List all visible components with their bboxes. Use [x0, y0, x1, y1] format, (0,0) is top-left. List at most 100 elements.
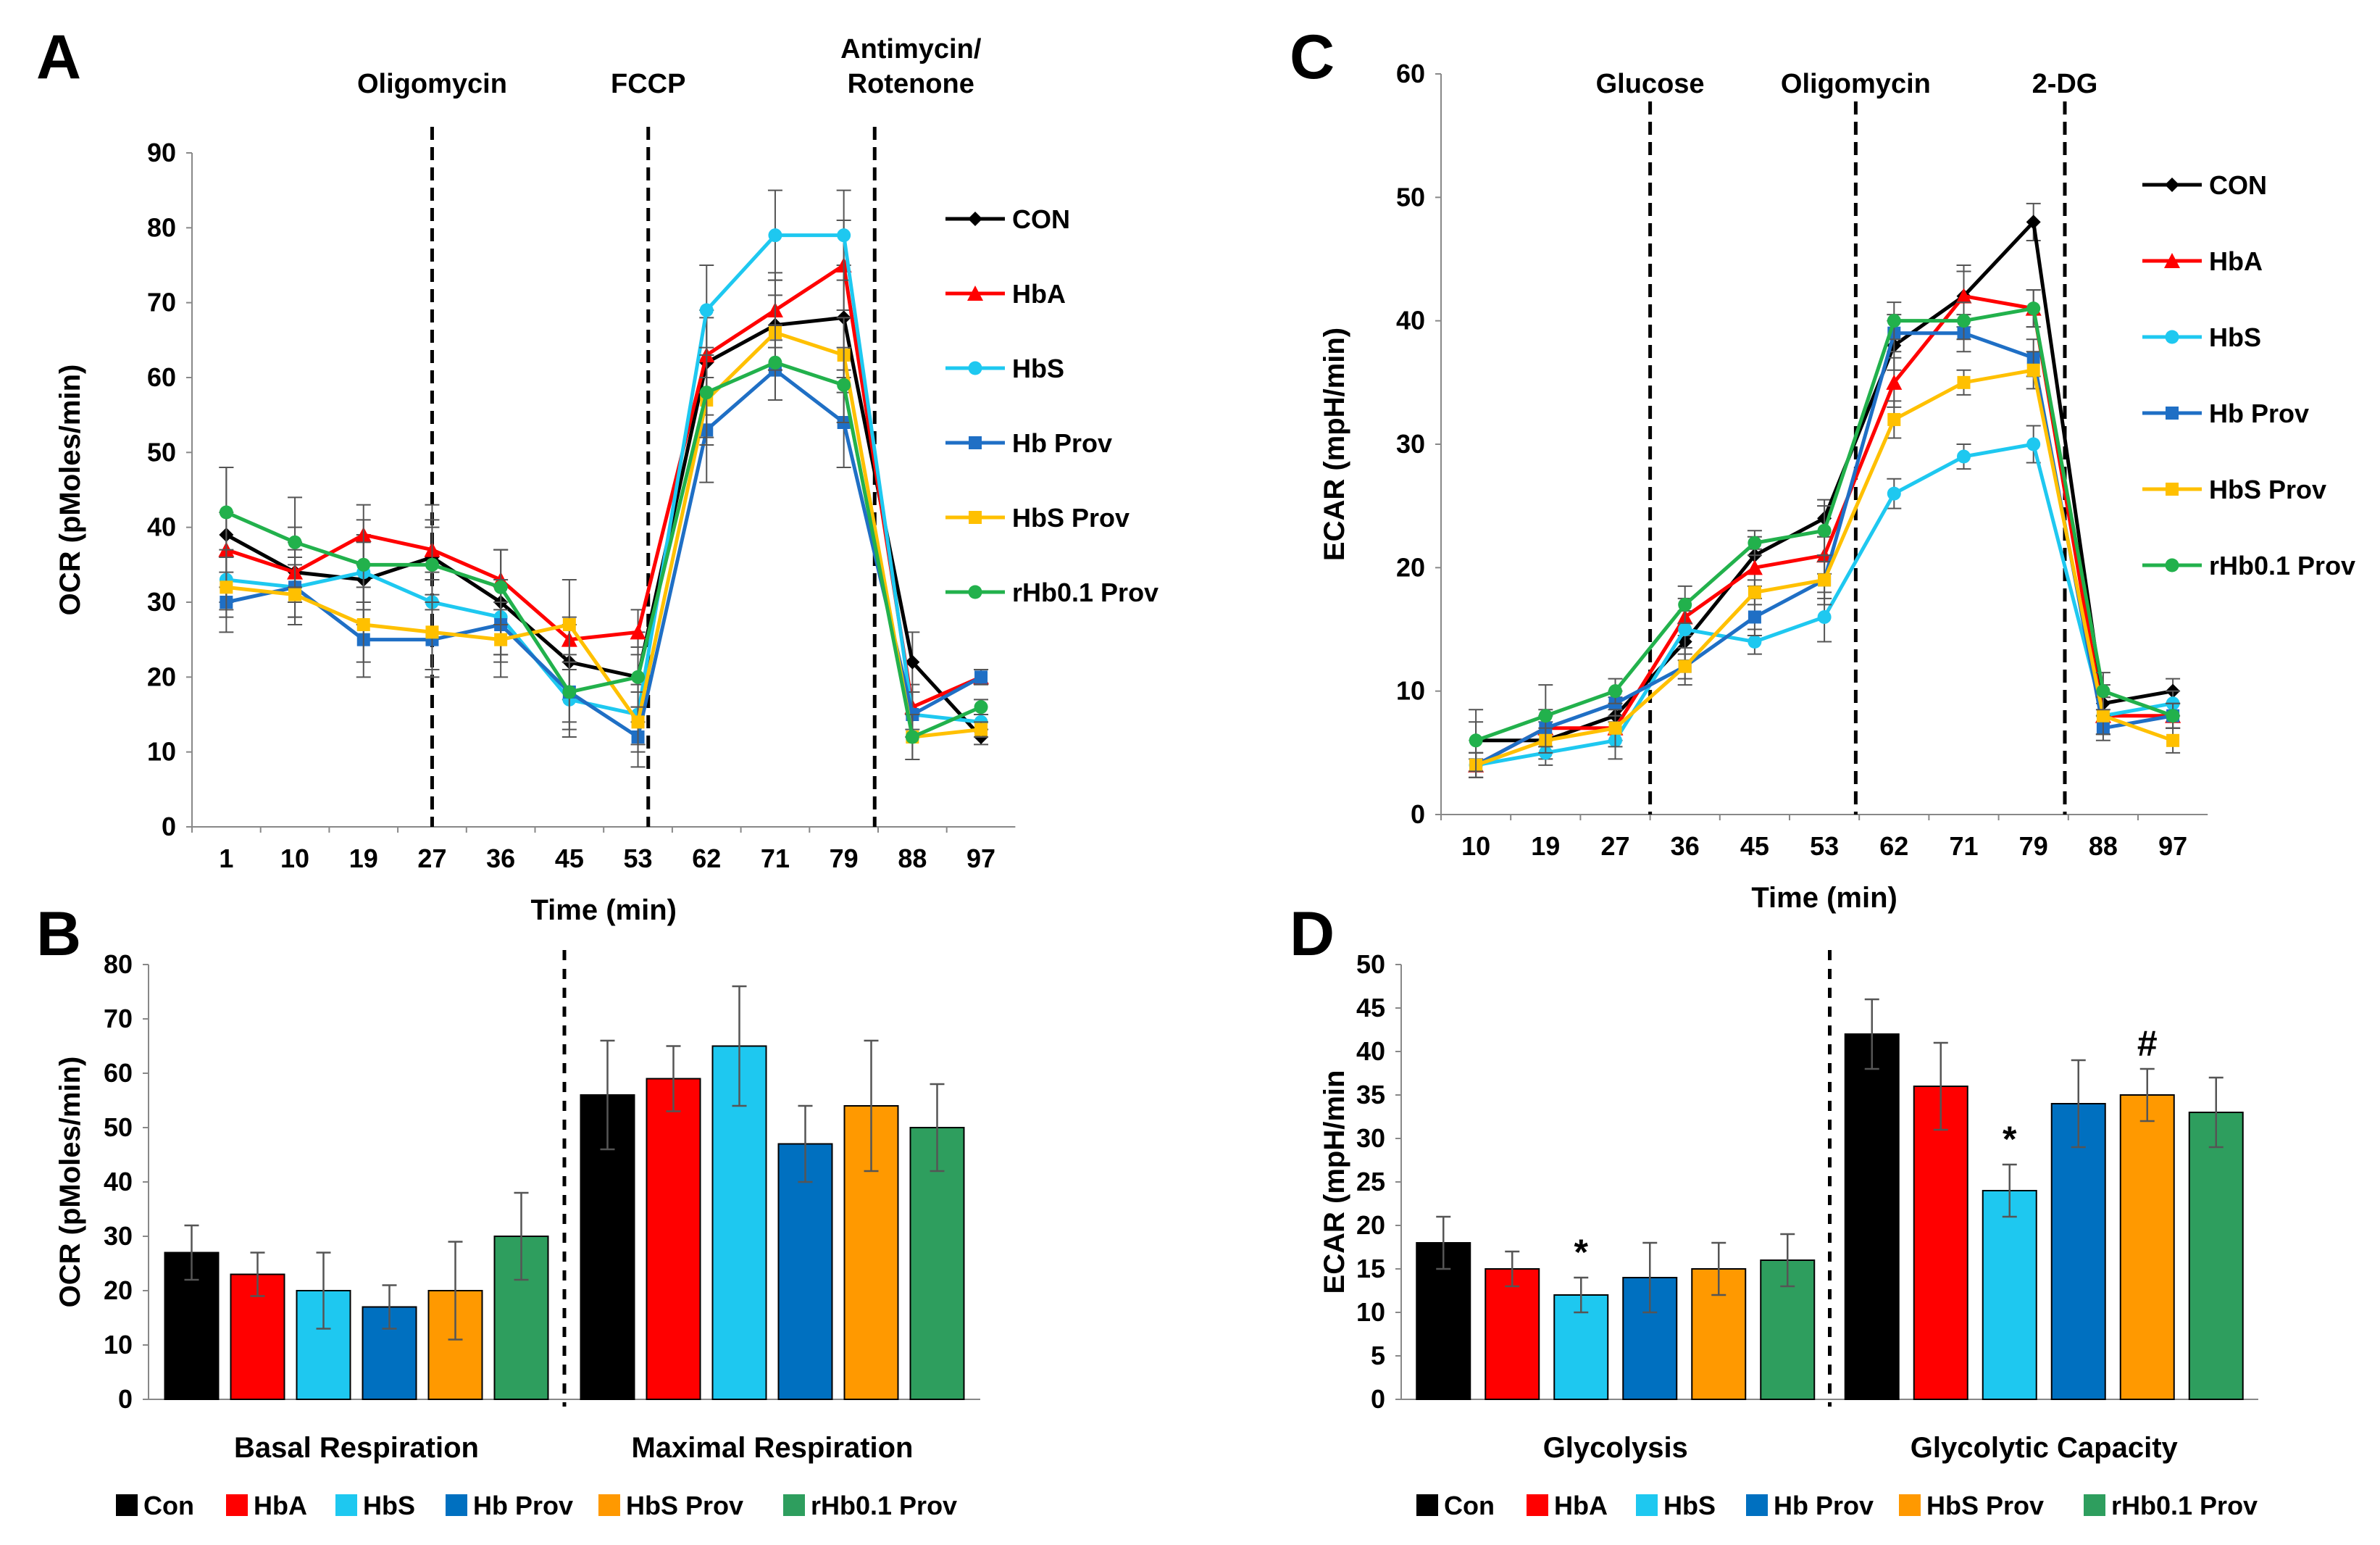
panel-c-y-tick-label: 20	[1396, 552, 1425, 582]
panel-a-legend-label: HbS Prov	[1012, 503, 1130, 533]
panel-c-x-tick-label: 19	[1531, 831, 1560, 861]
panel-a-legend-label: HbA	[1012, 279, 1066, 309]
panel-d-bar-series-hba	[1485, 1041, 1968, 1400]
panel-c-series-con	[1469, 202, 2181, 760]
panel-a-legend-label: HbS	[1012, 354, 1064, 383]
panel-d-y-tick-label: 0	[1371, 1384, 1385, 1414]
panel-c-x-tick-label: 27	[1600, 831, 1629, 861]
panel-a-x-tick-label: 36	[486, 844, 515, 873]
panel-c-x-axis-title: Time (min)	[1751, 882, 1897, 914]
panel-d-y-axis-title: ECAR (mpH/min	[1319, 1070, 1350, 1294]
panel-a-data-point	[288, 588, 302, 601]
panel-b-legend-label: HbS Prov	[626, 1491, 743, 1520]
panel-a-series-line-hbs-prov	[226, 330, 982, 739]
panel-c-legend-label: HbS Prov	[2209, 475, 2326, 504]
panel-d-y-tick-label: 10	[1356, 1297, 1385, 1327]
panel-c-ecar-line-chart: 0 10 20 30 40 50 60 10 19 27 36 45 53 62 71 79 88 97 Time …	[1319, 59, 2355, 914]
panel-b-group-label: Maximal Respiration	[631, 1432, 913, 1464]
panel-d-bar-series-rhb0-1-prov	[1760, 1076, 2244, 1400]
panel-a-data-point	[219, 505, 233, 520]
panel-d-legend-label: HbA	[1554, 1491, 1608, 1520]
panel-c-data-point	[1886, 374, 1903, 390]
panel-a-data-point	[562, 685, 577, 699]
panel-c-legend-label: CON	[2209, 170, 2267, 200]
panel-c-y-tick-label: 30	[1396, 429, 1425, 459]
panel-a-x-tick-label: 53	[624, 844, 653, 873]
panel-d-significance-mark: #	[2137, 1023, 2158, 1064]
panel-b-y-tick-label: 30	[104, 1221, 133, 1251]
panel-c-data-point	[1817, 609, 1832, 624]
panel-c-data-point	[1887, 486, 1901, 501]
panel-a-legend-label: CON	[1012, 204, 1070, 234]
panel-letter-d: D	[1290, 899, 1335, 969]
panel-d-legend-swatch	[2084, 1494, 2105, 1516]
panel-d-legend-swatch	[1746, 1494, 1768, 1516]
panel-a-data-point	[494, 633, 508, 646]
panel-c-x-tick-label: 79	[2019, 831, 2048, 861]
panel-a-series-line-hba	[225, 262, 982, 710]
panel-a-data-point	[356, 618, 370, 631]
panel-a-event-label: Rotenone	[848, 69, 974, 99]
panel-a-data-point	[837, 228, 851, 243]
panel-c-data-point	[1957, 314, 1971, 328]
panel-c-x-tick-label: 45	[1740, 831, 1769, 861]
panel-a-legend-marker	[967, 286, 983, 301]
panel-d-y-tick-label: 25	[1356, 1167, 1385, 1196]
panel-b-legend-swatch	[226, 1494, 248, 1516]
panel-a-data-point	[974, 670, 988, 684]
panel-d-legend-swatch	[1636, 1494, 1658, 1516]
panel-a-series-rhb0-1-prov	[219, 324, 989, 760]
panel-d-y-tick-label: 20	[1356, 1210, 1385, 1240]
panel-a-ocr-line-chart: 0 10 20 30 40 50 60 70 80 90 1 10 19 27 36 45 53 62 71 79 88…	[54, 34, 1158, 926]
panel-c-data-point	[1469, 733, 1483, 748]
panel-a-series-line-hbs	[226, 233, 982, 724]
panel-c-x-tick-label: 62	[1879, 831, 1908, 861]
panel-d-bar-series-con	[1416, 998, 1900, 1400]
panel-c-data-point	[2166, 709, 2180, 723]
panel-a-data-point	[837, 378, 851, 392]
panel-b-y-tick-label: 70	[104, 1004, 133, 1033]
panel-b-y-tick-label: 20	[104, 1275, 133, 1305]
panel-b-y-tick-label: 10	[104, 1330, 133, 1359]
panel-c-series-hbs-prov	[1469, 351, 2181, 778]
panel-c-y-axis-title: ECAR (mpH/min)	[1319, 328, 1350, 561]
panel-c-event-label: 2-DG	[2032, 69, 2098, 99]
panel-d-y-tick-label: 50	[1356, 949, 1385, 979]
panel-b-y-tick-label: 60	[104, 1058, 133, 1088]
panel-c-x-tick-label: 53	[1810, 831, 1839, 861]
panel-b-y-axis-title: OCR (pMoles/min)	[54, 1057, 86, 1308]
panel-d-y-tick-label: 15	[1356, 1254, 1385, 1283]
panel-a-data-point	[425, 557, 439, 572]
panel-a-x-tick-label: 27	[417, 844, 446, 873]
panel-b-legend-swatch	[335, 1494, 357, 1516]
panel-d-y-tick-label: 30	[1356, 1123, 1385, 1153]
panel-b-legend-swatch	[783, 1494, 805, 1516]
panel-d-bar	[1913, 1086, 1968, 1400]
panel-b-legend-label: Con	[143, 1491, 194, 1520]
panel-a-data-point	[493, 580, 508, 594]
panel-a-event-label: Oligomycin	[357, 69, 507, 99]
panel-a-data-point	[630, 624, 646, 640]
panel-a-y-tick-label: 20	[147, 662, 176, 691]
panel-c-data-point	[1608, 684, 1622, 699]
panel-c-legend-marker	[2166, 407, 2179, 420]
panel-c-data-point	[1957, 375, 1971, 389]
panel-c-legend-marker	[2164, 253, 2180, 268]
panel-b-bar-series-hba	[230, 1045, 701, 1400]
panel-a-data-point	[768, 228, 782, 243]
panel-c-series-rhb0-1-prov	[1469, 289, 2181, 772]
panel-c-legend-label: HbS	[2209, 322, 2261, 352]
panel-d-legend-swatch	[1416, 1494, 1438, 1516]
panel-a-legend-label: Hb Prov	[1012, 428, 1112, 458]
panel-c-data-point	[1748, 586, 1761, 599]
panel-c-data-point	[1538, 709, 1553, 723]
panel-a-y-tick-label: 0	[162, 812, 176, 841]
panel-c-legend-marker	[2165, 558, 2179, 572]
panel-a-y-tick-label: 40	[147, 512, 176, 542]
panel-d-bar	[1844, 1033, 1900, 1400]
panel-d-significance-mark: *	[1574, 1232, 1589, 1273]
panel-d-legend-label: Hb Prov	[1774, 1491, 1874, 1520]
panel-d-legend-swatch	[1527, 1494, 1548, 1516]
panel-c-x-tick-label: 10	[1461, 831, 1490, 861]
panel-c-data-point	[2096, 709, 2110, 722]
